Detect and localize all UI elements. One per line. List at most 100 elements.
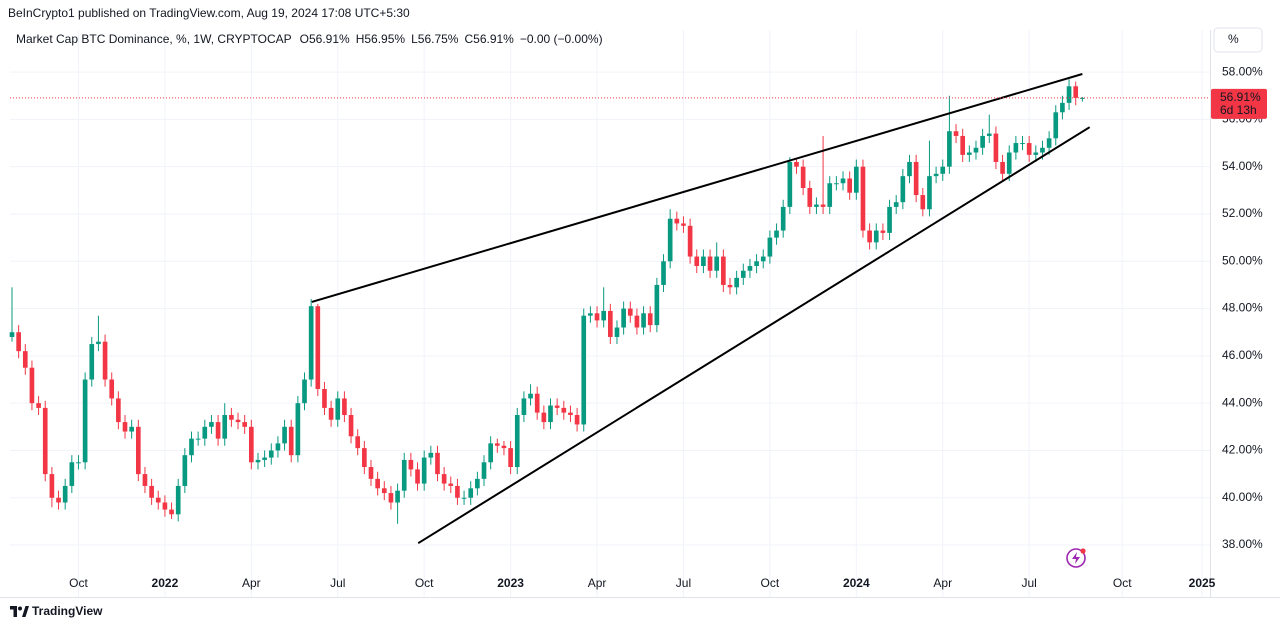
candle-body — [295, 403, 301, 456]
candle-body — [1066, 86, 1072, 103]
ohlc-value: 56.75% — [418, 32, 459, 46]
candle-body — [800, 166, 806, 188]
x-tick-label: Jul — [1021, 576, 1036, 590]
candle-body — [96, 341, 101, 345]
candle-body — [189, 438, 194, 456]
candle-body — [960, 135, 966, 155]
x-tick-label: Apr — [588, 576, 607, 590]
trendline — [311, 73, 1083, 303]
candle-body — [122, 422, 128, 432]
candle-body — [36, 403, 41, 408]
candle-body — [149, 485, 154, 498]
candle-body — [195, 438, 201, 440]
candle-body — [574, 414, 580, 425]
candle-body — [1000, 161, 1005, 174]
candle-body — [767, 237, 773, 257]
candle-body — [920, 195, 926, 210]
candle-body — [873, 230, 879, 243]
candle-body — [1006, 152, 1012, 174]
candle-body — [16, 332, 21, 352]
candle-body — [707, 256, 713, 271]
candle-body — [1033, 152, 1039, 155]
candle-body — [568, 412, 573, 415]
candle-body — [455, 485, 460, 498]
candle-body — [82, 379, 88, 463]
candle-body — [807, 187, 813, 207]
candle-body — [754, 261, 759, 267]
candle-body — [475, 478, 480, 489]
candle-body — [814, 204, 819, 207]
candle-body — [229, 414, 234, 420]
candle-body — [76, 462, 81, 464]
candle-body — [614, 327, 620, 337]
ohlc-change: −0.00 (−0.00%) — [520, 32, 603, 46]
candle-body — [1053, 112, 1059, 139]
candle-body — [441, 474, 447, 484]
scale-button[interactable] — [1213, 27, 1263, 53]
candle-body — [727, 284, 733, 288]
last-price-box — [1211, 88, 1267, 119]
x-tick-label: Oct — [69, 576, 88, 590]
candle-body — [820, 204, 826, 207]
trendline — [417, 126, 1091, 545]
candle-body — [262, 457, 267, 460]
footer-logo — [10, 606, 29, 617]
candle-body — [368, 467, 374, 479]
candle-body — [1026, 143, 1032, 155]
candle-body — [701, 256, 706, 267]
ohlc-key: L — [411, 32, 418, 46]
x-tick-label: Apr — [933, 576, 952, 590]
candle-body — [302, 379, 307, 404]
candle-body — [641, 313, 646, 328]
candle-body — [282, 426, 287, 444]
x-tick-label: 2025 — [1189, 576, 1216, 590]
candle-body — [355, 436, 361, 449]
candle-body — [102, 341, 108, 380]
candle-body — [621, 308, 626, 328]
candle-body — [428, 452, 434, 458]
candle-body — [62, 485, 68, 503]
last-price-label: 56.91% — [1220, 90, 1261, 104]
candle-body — [561, 407, 567, 413]
candle-body — [687, 225, 693, 257]
candle-body — [986, 133, 992, 136]
candle-body — [162, 502, 168, 510]
candle-body — [953, 131, 959, 136]
candle-body — [388, 493, 394, 503]
candle-body — [89, 344, 95, 380]
candle-body — [335, 398, 341, 420]
candle-body — [494, 443, 500, 446]
candle-body — [647, 313, 653, 326]
candle-body — [521, 398, 527, 415]
candle-body — [362, 448, 367, 468]
candle-body — [249, 426, 254, 463]
candle-body — [508, 448, 513, 468]
candle-body — [827, 183, 833, 207]
candle-body — [740, 270, 746, 278]
candle-body — [9, 332, 15, 337]
candle-body — [381, 488, 387, 494]
candle-body — [222, 414, 228, 439]
candle-body — [900, 176, 906, 203]
candle-body — [774, 230, 779, 238]
candle-body — [634, 315, 640, 328]
x-tick-label: Oct — [1113, 576, 1132, 590]
candle-body — [182, 455, 188, 486]
candle-body — [348, 414, 354, 437]
candle-body — [29, 367, 35, 404]
candle-body — [1060, 102, 1065, 113]
candle-body — [395, 490, 400, 503]
x-tick-label: Jul — [676, 576, 691, 590]
scale-button-label[interactable]: % — [1228, 32, 1239, 46]
candle-body — [980, 135, 985, 148]
ohlc-key: H — [356, 32, 365, 46]
candle-body — [554, 405, 560, 408]
x-tick-label: Oct — [761, 576, 780, 590]
alert-icon[interactable] — [1066, 548, 1086, 568]
ohlc-key: O — [300, 32, 309, 46]
candle-body — [847, 178, 852, 193]
candle-body — [135, 426, 141, 475]
candle-body — [308, 306, 314, 380]
candle-body — [401, 459, 407, 491]
